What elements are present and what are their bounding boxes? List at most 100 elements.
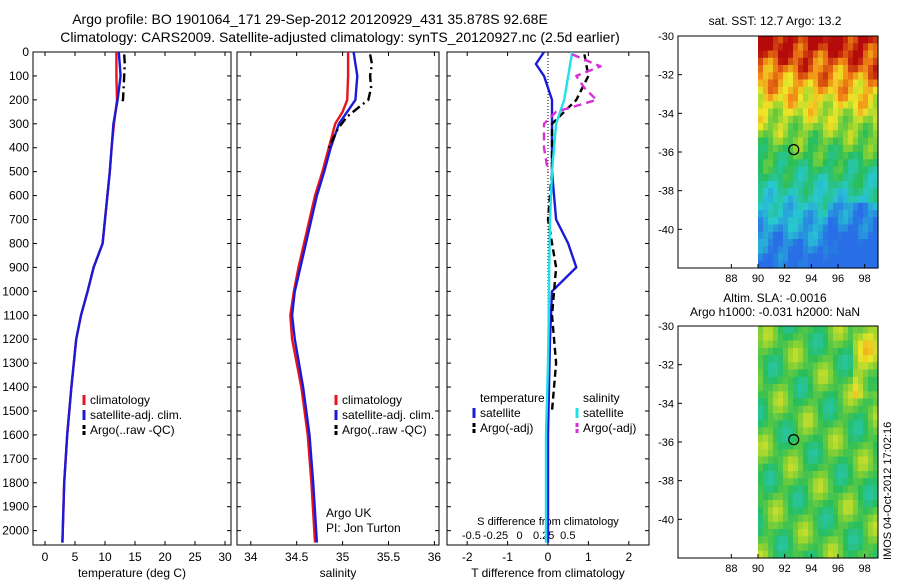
map-cell — [803, 137, 809, 146]
map-cell — [828, 376, 834, 385]
map-cell — [763, 340, 769, 349]
map-cell — [833, 514, 839, 523]
x-tick-label: 2 — [625, 550, 632, 564]
map-cell — [813, 159, 819, 168]
map-cell — [773, 115, 779, 124]
map-cell — [868, 253, 874, 262]
map-cell — [798, 333, 804, 342]
map-cell — [848, 434, 854, 443]
map-cell — [818, 137, 824, 146]
map-cell — [768, 137, 774, 146]
map-cell — [793, 65, 799, 73]
map-cell — [768, 260, 774, 269]
map-cell — [853, 420, 859, 429]
map-cell — [768, 72, 774, 81]
map-y-tick-label: -40 — [658, 514, 674, 526]
map-cell — [858, 536, 864, 545]
map-cell — [798, 159, 804, 168]
map-cell — [783, 144, 789, 153]
map-cell — [808, 224, 814, 233]
map-cell — [763, 115, 769, 124]
map-cell — [818, 434, 824, 443]
map-cell — [818, 65, 824, 73]
map-cell — [793, 36, 799, 44]
map-cell — [783, 108, 789, 117]
map-cell — [833, 485, 839, 494]
map-cell — [793, 115, 799, 124]
map-cell — [788, 485, 794, 494]
map-cell — [853, 521, 859, 530]
map-cell — [788, 478, 794, 487]
map-cell — [783, 500, 789, 508]
map-x-tick-label: 90 — [752, 273, 764, 285]
map-cell — [818, 543, 824, 552]
series-line-0 — [61, 52, 119, 543]
map-cell — [868, 521, 874, 530]
map-cell — [758, 152, 764, 160]
map-cell — [828, 246, 834, 255]
map-cell — [858, 260, 864, 269]
map-cell — [773, 340, 779, 349]
map-cell — [873, 333, 879, 342]
map-cell — [793, 427, 799, 436]
map-cell — [873, 166, 879, 175]
map-cell — [838, 384, 844, 392]
map-cell — [853, 210, 859, 218]
map-cell — [808, 463, 814, 472]
map-cell — [763, 260, 769, 269]
map-cell — [848, 543, 854, 552]
map-cell — [873, 355, 879, 363]
map-cell — [843, 188, 849, 197]
map-cell — [783, 239, 789, 247]
map-cell — [788, 500, 794, 508]
map-cell — [773, 463, 779, 472]
map-cell — [808, 101, 814, 110]
map-cell — [823, 239, 829, 247]
map-cell — [773, 405, 779, 414]
map-cell — [768, 333, 774, 342]
map-cell — [763, 173, 769, 182]
plot-frame — [32, 51, 232, 546]
map-cell — [768, 543, 774, 552]
map-cell — [823, 326, 829, 334]
map-cell — [783, 260, 789, 269]
map-cell — [773, 130, 779, 139]
map-cell — [833, 260, 839, 269]
map-cell — [788, 195, 794, 204]
y-tick-label: 1300 — [2, 356, 29, 370]
map-cell — [823, 123, 829, 131]
map-cell — [783, 376, 789, 385]
map-cell — [778, 362, 784, 371]
map-cell — [853, 260, 859, 269]
map-cell — [803, 456, 809, 465]
map-cell — [868, 94, 874, 102]
map-cell — [783, 536, 789, 545]
map-cell — [868, 246, 874, 255]
map-cell — [863, 79, 869, 88]
map-cell — [828, 115, 834, 124]
map-cell — [858, 391, 864, 400]
map-cell — [783, 246, 789, 255]
map-cell — [778, 224, 784, 233]
map-cell — [863, 413, 869, 421]
map-cell — [778, 202, 784, 211]
map-cell — [838, 543, 844, 552]
map-cell — [833, 413, 839, 421]
map-cell — [853, 188, 859, 197]
map-cell — [768, 94, 774, 102]
map-cell — [818, 471, 824, 479]
map-cell — [868, 355, 874, 363]
map-cell — [873, 420, 879, 429]
map-cell — [818, 492, 824, 501]
map-cell — [763, 57, 769, 66]
map-cell — [793, 529, 799, 537]
map-cell — [848, 507, 854, 516]
map-cell — [873, 253, 879, 262]
map-cell — [838, 94, 844, 102]
map-cell — [823, 231, 829, 240]
map-cell — [823, 137, 829, 146]
map-cell — [798, 485, 804, 494]
map-cell — [778, 384, 784, 392]
map-cell — [808, 137, 814, 146]
x-tick-label: 0 — [42, 550, 49, 564]
